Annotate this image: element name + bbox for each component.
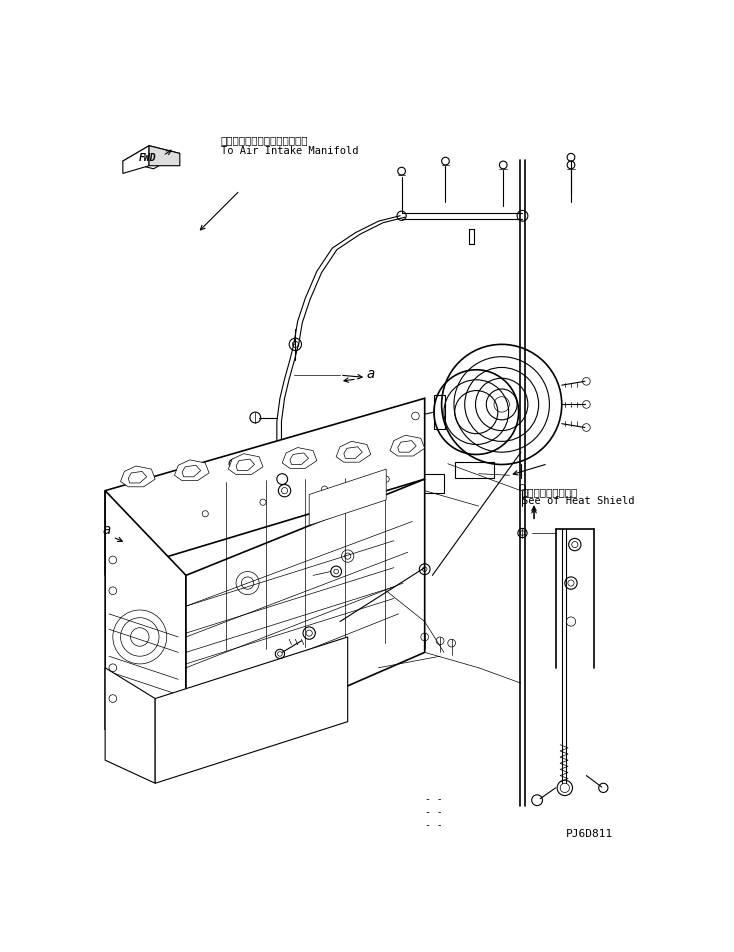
Text: - -: - -	[425, 820, 443, 829]
Text: a: a	[366, 367, 374, 380]
Polygon shape	[123, 147, 149, 174]
Polygon shape	[236, 460, 255, 471]
Text: FWD: FWD	[139, 153, 156, 163]
Polygon shape	[344, 447, 363, 459]
Text: a: a	[103, 523, 111, 536]
Polygon shape	[120, 466, 155, 487]
Polygon shape	[290, 453, 308, 465]
Text: PJ6D811: PJ6D811	[567, 827, 614, 838]
Polygon shape	[228, 454, 263, 475]
Polygon shape	[309, 469, 386, 526]
Polygon shape	[155, 637, 348, 783]
Polygon shape	[105, 491, 186, 757]
Polygon shape	[390, 436, 425, 457]
Polygon shape	[123, 147, 180, 169]
Text: エアーインテークマニホルドヘ: エアーインテークマニホルドヘ	[221, 135, 308, 146]
Polygon shape	[398, 441, 416, 453]
Polygon shape	[456, 463, 494, 478]
Text: - -: - -	[425, 806, 443, 816]
Polygon shape	[105, 668, 155, 783]
Polygon shape	[105, 399, 425, 576]
Polygon shape	[175, 461, 209, 481]
Polygon shape	[182, 466, 200, 477]
Polygon shape	[421, 474, 444, 493]
Polygon shape	[128, 472, 147, 484]
Text: See of Heat Shield: See of Heat Shield	[522, 495, 634, 506]
Polygon shape	[336, 442, 371, 463]
Text: To Air Intake Manifold: To Air Intake Manifold	[221, 147, 358, 156]
Text: ヒートシールド参照: ヒートシールド参照	[522, 486, 578, 496]
Polygon shape	[283, 448, 317, 468]
Text: - -: - -	[425, 793, 443, 803]
Polygon shape	[149, 147, 180, 167]
Polygon shape	[186, 480, 425, 757]
Polygon shape	[434, 396, 446, 429]
